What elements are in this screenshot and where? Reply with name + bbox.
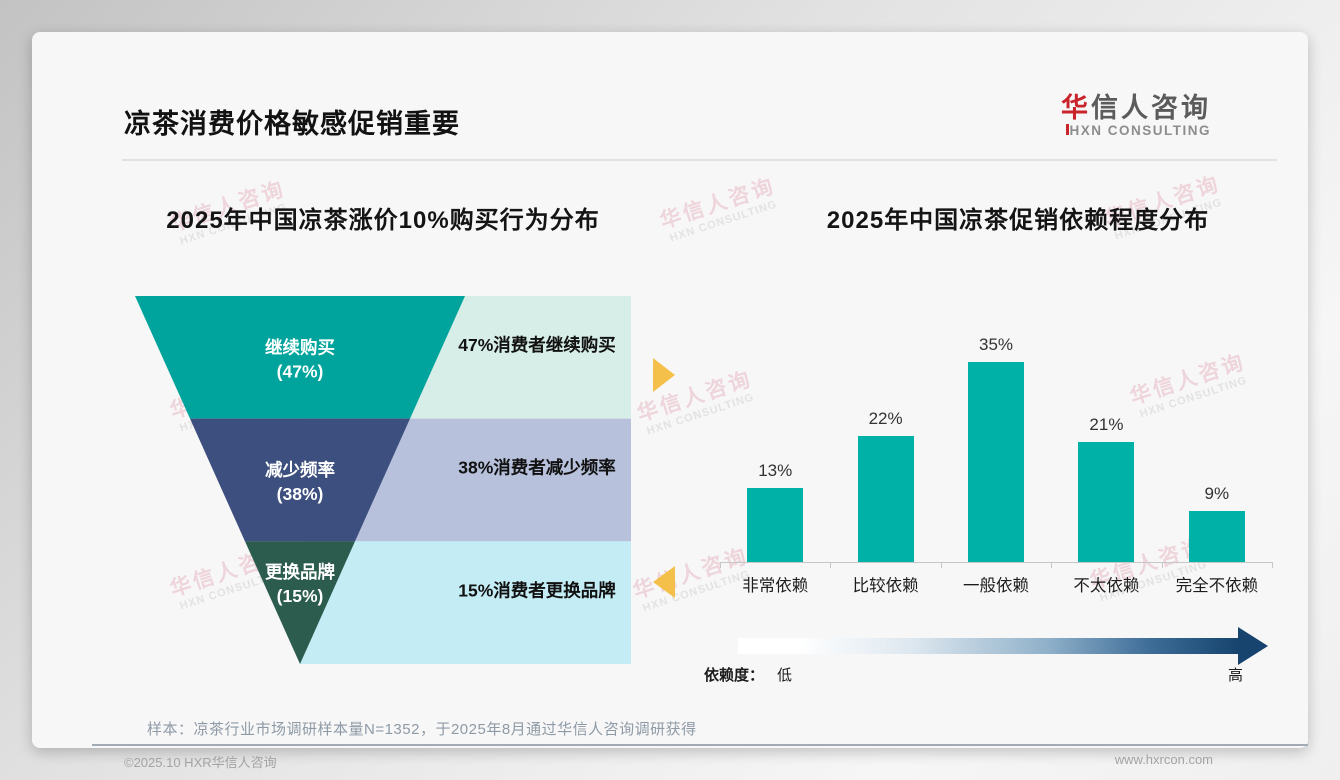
bar-category-label: 完全不依赖 [1175,577,1259,595]
dependency-scale-low: 低 [777,667,793,684]
dependency-gradient-arrow [738,638,1238,654]
footer-website: www.hxrcon.com [1114,752,1213,767]
bar-value-label: 13% [758,460,793,480]
bar [1188,510,1245,562]
funnel-chart-title: 2025年中国凉茶涨价10%购买行为分布 [166,207,600,234]
bar-value-label: 35% [979,335,1014,354]
bar-category-label: 非常依赖 [742,577,809,595]
yellow-arrow-left-icon [653,566,675,598]
bar-chart-plot: 13% 22% 35% 21% 9% [720,332,1272,562]
footer-divider [92,744,1308,746]
bar-slot: 21% [1051,332,1161,562]
funnel-side-note: 38%消费者减少频率 [458,458,616,478]
header-divider [122,159,1277,161]
bar-slot: 13% [720,332,830,562]
bar-category-label: 比较依赖 [852,577,919,595]
logo-en: HXN CONSULTING [1061,124,1211,138]
footer-copyright: ©2025.10 HXR华信人咨询 [124,755,277,770]
bar-slot: 9% [1162,332,1272,562]
dependency-gradient-arrowhead-icon [1238,627,1268,665]
bar-value-label: 22% [868,409,903,429]
page-title: 凉茶消费价格敏感促销重要 [124,109,460,139]
dependency-scale-high: 高 [1228,667,1244,684]
logo-zh-rest: 信人咨询 [1091,93,1211,123]
bar [968,362,1025,562]
funnel-stage [135,296,465,419]
bar [747,487,804,562]
bar-chart-category-labels: 非常依赖 比较依赖 一般依赖 不太依赖 完全不依赖 [720,572,1272,596]
company-logo: 华信人咨询 HXN CONSULTING [1061,94,1211,139]
logo-zh-accent: 华 [1061,93,1091,123]
bar-slot: 35% [941,332,1051,562]
funnel-side-note: 47%消费者继续购买 [458,335,616,355]
slide-card: 华信人咨询 HXN CONSULTING 华信人咨询 HXN CONSULTING 华信… [32,32,1308,770]
bar-chart-x-axis [720,562,1273,563]
funnel-stage-label: 减少频率 [265,460,335,480]
axis-tick [720,562,721,568]
axis-tick [830,562,832,568]
bar-chart-title: 2025年中国凉茶促销依赖程度分布 [826,207,1210,234]
axis-tick [1051,562,1053,568]
funnel-stage-label: 继续购买 [265,337,335,357]
axis-tick [1161,562,1163,568]
funnel-stage-value: (47%) [277,361,324,381]
dependency-scale-label: 依赖度： [704,667,765,684]
yellow-arrow-right-icon [653,358,675,392]
bar-value-label: 21% [1089,415,1124,434]
bar-category-label: 不太依赖 [1073,577,1140,595]
funnel-stage [245,541,355,664]
funnel-side-panel [300,541,631,664]
funnel-stage-value: (38%) [277,484,324,504]
axis-tick [940,562,942,568]
bar-category-label: 一般依赖 [963,577,1030,595]
axis-tick [1272,562,1273,568]
bar-slot: 22% [830,332,940,562]
funnel-stage-label: 更换品牌 [265,562,335,582]
funnel-side-note: 15%消费者更换品牌 [458,580,616,600]
funnel-stage [190,418,410,542]
sample-note: 样本：凉茶行业市场调研样本量N=1352，于2025年8月通过华信人咨询调研获得 [147,721,697,738]
bar-value-label: 9% [1204,483,1230,503]
logo-red-mark-icon [1065,124,1069,136]
logo-zh: 华信人咨询 [1061,94,1211,122]
bar [1078,442,1135,562]
bar [857,436,914,562]
funnel-stage-value: (15%) [277,586,324,606]
